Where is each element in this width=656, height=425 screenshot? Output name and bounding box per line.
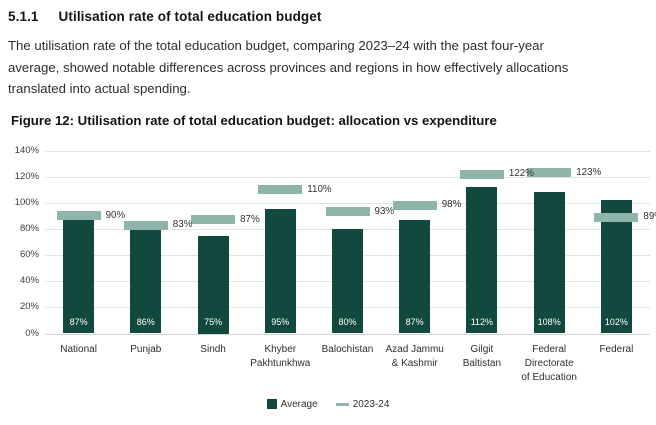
- bar-value-label: 75%: [204, 316, 223, 327]
- bar-average: [600, 200, 632, 334]
- gridline-100: [45, 202, 650, 204]
- x-axis-label: Punjab: [130, 343, 162, 355]
- x-axis-label: Federal: [599, 343, 634, 355]
- marker-value-label: 123%: [576, 166, 602, 178]
- marker-value-label: 98%: [441, 199, 462, 211]
- bar-average: [332, 228, 363, 334]
- marker-value-label: 90%: [105, 209, 126, 221]
- y-axis-tick-label: 0%: [25, 327, 39, 339]
- bar-value-label: 86%: [136, 316, 155, 327]
- chart-legend: Average 2023-24: [8, 399, 648, 410]
- marker-value-label: 93%: [374, 205, 395, 217]
- bar-average: [264, 209, 296, 334]
- x-axis-label: Federal Directorate of Education: [521, 343, 577, 383]
- bar-value-label: 87%: [69, 316, 88, 327]
- marker-2023-24: [258, 185, 303, 195]
- y-axis-tick-label: 40%: [19, 275, 39, 287]
- bar-average: [130, 221, 162, 334]
- x-axis-label: Azad Jammu & Kashmir: [385, 343, 444, 369]
- section-heading: 5.1.1 Utilisation rate of total educatio…: [8, 9, 648, 24]
- section-title: Utilisation rate of total education budg…: [58, 9, 322, 24]
- marker-2023-24: [594, 212, 639, 222]
- bar-value-label: 95%: [271, 316, 290, 327]
- marker-2023-24: [191, 215, 236, 225]
- y-axis-tick-label: 140%: [14, 144, 39, 156]
- legend-label-average: Average: [280, 398, 318, 410]
- marker-value-label: 110%: [307, 183, 332, 195]
- marker-2023-24: [527, 168, 572, 178]
- y-axis-tick-label: 100%: [14, 196, 39, 208]
- gridline-0: [45, 333, 650, 335]
- average-swatch-icon: [266, 399, 277, 409]
- bar-average: [533, 192, 565, 334]
- marker-2023-24: [392, 200, 437, 210]
- y-axis-tick-label: 80%: [19, 222, 39, 234]
- x-axis-label: Balochistan: [321, 343, 374, 355]
- marker-2023-24: [123, 220, 168, 230]
- legend-item-2023-24: 2023-24: [335, 398, 390, 410]
- legend-label-2023-24: 2023-24: [352, 398, 390, 410]
- bar-average: [63, 219, 95, 334]
- marker-value-label: 89%: [643, 211, 656, 223]
- gridline-140: [45, 150, 650, 152]
- bar-value-label: 112%: [470, 316, 494, 327]
- figure-chart: Average 2023-24 0% 20% 40% 60% 80% 100% 120% 14…: [8, 137, 656, 425]
- figure-caption: Figure 12: Utilisation rate of total edu…: [11, 112, 497, 128]
- marker-value-label: 87%: [240, 213, 260, 225]
- section-body-text: The utilisation rate of the total educat…: [8, 38, 569, 96]
- marker-2023-24: [56, 211, 101, 221]
- bar-value-label: 108%: [537, 316, 561, 327]
- marker-value-label: 83%: [172, 219, 193, 230]
- section-number: 5.1.1: [8, 9, 39, 24]
- gridline-120: [45, 176, 650, 178]
- bar-value-label: 102%: [604, 316, 628, 327]
- x-axis-label: National: [60, 343, 97, 355]
- bar-average: [466, 187, 498, 334]
- bar-average: [197, 235, 229, 334]
- legend-item-average: Average: [266, 398, 318, 410]
- y-axis-tick-label: 120%: [14, 170, 39, 182]
- bar-value-label: 87%: [405, 316, 424, 327]
- marker-2023-24: [325, 207, 370, 217]
- 2023-24-swatch-icon: [335, 402, 349, 406]
- x-axis-label: Gilgit Baltistan: [462, 343, 502, 369]
- marker-2023-24: [459, 169, 504, 179]
- bar-value-label: 80%: [338, 316, 357, 327]
- bar-average: [399, 219, 431, 334]
- x-axis-label: Khyber Pakhtunkhwa: [250, 343, 311, 369]
- marker-value-label: 122%: [508, 168, 534, 179]
- y-axis-tick-label: 20%: [19, 301, 39, 313]
- x-axis-label: Sindh: [200, 343, 226, 355]
- y-axis-tick-label: 60%: [19, 249, 39, 261]
